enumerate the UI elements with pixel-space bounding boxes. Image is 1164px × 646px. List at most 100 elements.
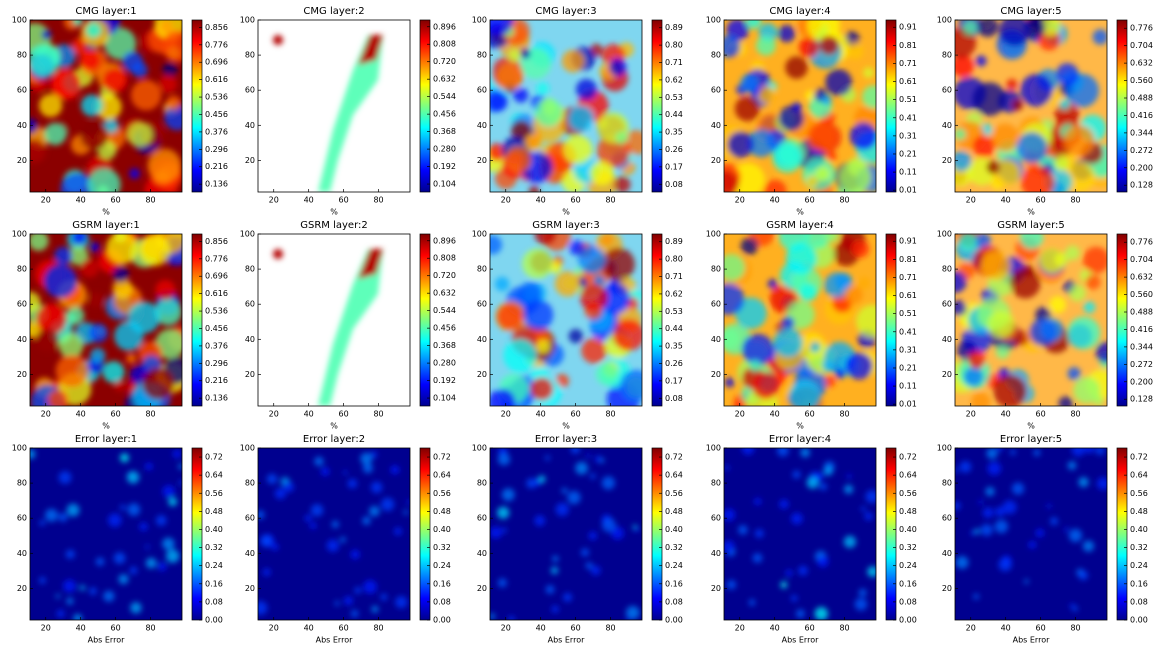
plot-frame xyxy=(954,19,1108,193)
heatmap-blob xyxy=(370,481,383,494)
x-tick-label: 80 xyxy=(839,624,849,633)
colorbar-tick-label: 0.11 xyxy=(899,382,917,391)
x-tick-label: 80 xyxy=(145,624,155,633)
heatmap-blob xyxy=(748,599,756,606)
y-tick-label: 100 xyxy=(240,444,255,453)
y-tick-label: 40 xyxy=(245,549,255,558)
heatmap-blob xyxy=(35,328,59,352)
heatmap-blob xyxy=(127,121,153,147)
heatmap-blob xyxy=(609,58,627,76)
y-tick-label: 20 xyxy=(245,156,255,165)
heatmap-blob xyxy=(497,578,507,588)
heatmap-blob xyxy=(112,278,133,299)
colorbar-tick-label: 0.104 xyxy=(433,180,456,189)
colorbar-tick-label: 0.128 xyxy=(1130,395,1153,404)
colorbar-tick-label: 0.61 xyxy=(899,77,917,86)
x-tick-label: 20 xyxy=(735,196,745,205)
heatmap-blob xyxy=(1085,274,1101,290)
panel: Error layer:3 Abs Error 20 40 60 80 20 40 60 80 10… xyxy=(472,434,683,645)
x-tick-label: 60 xyxy=(339,196,349,205)
heatmap-blob xyxy=(262,568,271,577)
y-tick-label: 20 xyxy=(17,156,27,165)
heatmap-blob xyxy=(738,525,748,535)
heatmap-blob xyxy=(371,605,379,613)
heatmap-blob xyxy=(107,513,122,527)
heatmap-blob xyxy=(106,234,139,265)
heatmap-blob xyxy=(972,135,995,158)
colorbar-tick-label: 0.61 xyxy=(899,291,917,300)
colorbar-tick-label: 0.35 xyxy=(665,128,683,137)
heatmap-blob xyxy=(165,549,180,563)
heatmap-blob xyxy=(994,519,1009,534)
heatmap-blob xyxy=(987,461,1002,476)
heatmap-blob xyxy=(362,516,371,525)
x-tick-label: 20 xyxy=(269,196,279,205)
heatmap-blob xyxy=(986,448,998,459)
colorbar-tick-label: 0.536 xyxy=(205,93,228,102)
colorbar-tick-label: 0.632 xyxy=(433,75,456,84)
heatmap-blob xyxy=(71,234,87,245)
heatmap-blob xyxy=(580,548,590,557)
y-tick-label: 20 xyxy=(245,370,255,379)
heatmap-blob xyxy=(994,506,1005,517)
x-tick-label: 40 xyxy=(770,410,780,419)
heatmap-blob xyxy=(1072,606,1078,612)
heatmap-blob xyxy=(781,316,795,330)
x-tick-label: 60 xyxy=(111,410,121,419)
plot-frame xyxy=(489,19,643,193)
y-tick-label: 100 xyxy=(12,444,27,453)
panel: GSRM layer:3% 20 40 60 80 20 40 60 80 100 0.08 0.17… xyxy=(472,220,683,431)
heatmap-blob xyxy=(505,146,532,173)
heatmap-blob xyxy=(1010,268,1041,299)
heatmap-blob xyxy=(102,361,125,384)
heatmap-blob xyxy=(490,20,513,36)
heatmap-blob xyxy=(746,20,762,29)
heatmap-blob xyxy=(824,272,851,299)
heatmap-blob xyxy=(102,67,128,93)
y-tick-label: 20 xyxy=(711,370,721,379)
heatmap-blob xyxy=(749,359,761,372)
colorbar xyxy=(651,19,663,193)
heatmap-blob xyxy=(756,35,776,56)
heatmap-texture xyxy=(490,234,642,406)
heatmap-blob xyxy=(569,240,585,256)
heatmap-blob xyxy=(1064,161,1095,192)
colorbar xyxy=(651,447,663,621)
heatmap-blob xyxy=(568,106,594,132)
x-tick-label: 20 xyxy=(501,410,511,419)
panel: Error layer:5 Abs Error 20 40 60 80 20 40 60 80 10… xyxy=(937,434,1148,645)
x-axis-label: % xyxy=(102,422,110,431)
x-tick-label: 60 xyxy=(1036,410,1046,419)
y-tick-label: 20 xyxy=(245,584,255,593)
x-tick-label: 80 xyxy=(605,410,615,419)
colorbar-tick-label: 0.776 xyxy=(205,40,228,49)
heatmap-blob xyxy=(724,465,730,471)
heatmap-blob xyxy=(274,487,287,500)
x-tick-label: 80 xyxy=(373,410,383,419)
heatmap-blob xyxy=(792,470,801,479)
heatmap-blob xyxy=(30,118,39,134)
heatmap-blob xyxy=(138,234,171,267)
heatmap-background xyxy=(258,448,410,620)
x-tick-label: 20 xyxy=(501,624,511,633)
y-tick-label: 100 xyxy=(706,230,721,239)
heatmap-blob xyxy=(724,283,745,315)
heatmap-blob xyxy=(1012,99,1024,111)
heatmap-blob xyxy=(1095,342,1107,364)
heatmap-blob xyxy=(523,299,554,330)
colorbar-tick-label: 0.01 xyxy=(899,400,917,409)
heatmap-blob xyxy=(1083,301,1096,314)
heatmap-blob xyxy=(1028,540,1037,549)
heatmap-blob xyxy=(824,234,839,243)
heatmap-blob xyxy=(779,499,789,509)
heatmap-blob xyxy=(955,128,967,141)
x-tick-label: 20 xyxy=(501,196,511,205)
heatmap-blob xyxy=(817,555,829,568)
y-tick-label: 80 xyxy=(711,265,721,274)
heatmap-blob xyxy=(1002,500,1017,515)
heatmap-blob xyxy=(1040,20,1061,37)
heatmap-blob xyxy=(785,56,808,79)
colorbar-tick-label: 0.62 xyxy=(665,75,683,84)
heatmap-blob xyxy=(497,303,523,330)
